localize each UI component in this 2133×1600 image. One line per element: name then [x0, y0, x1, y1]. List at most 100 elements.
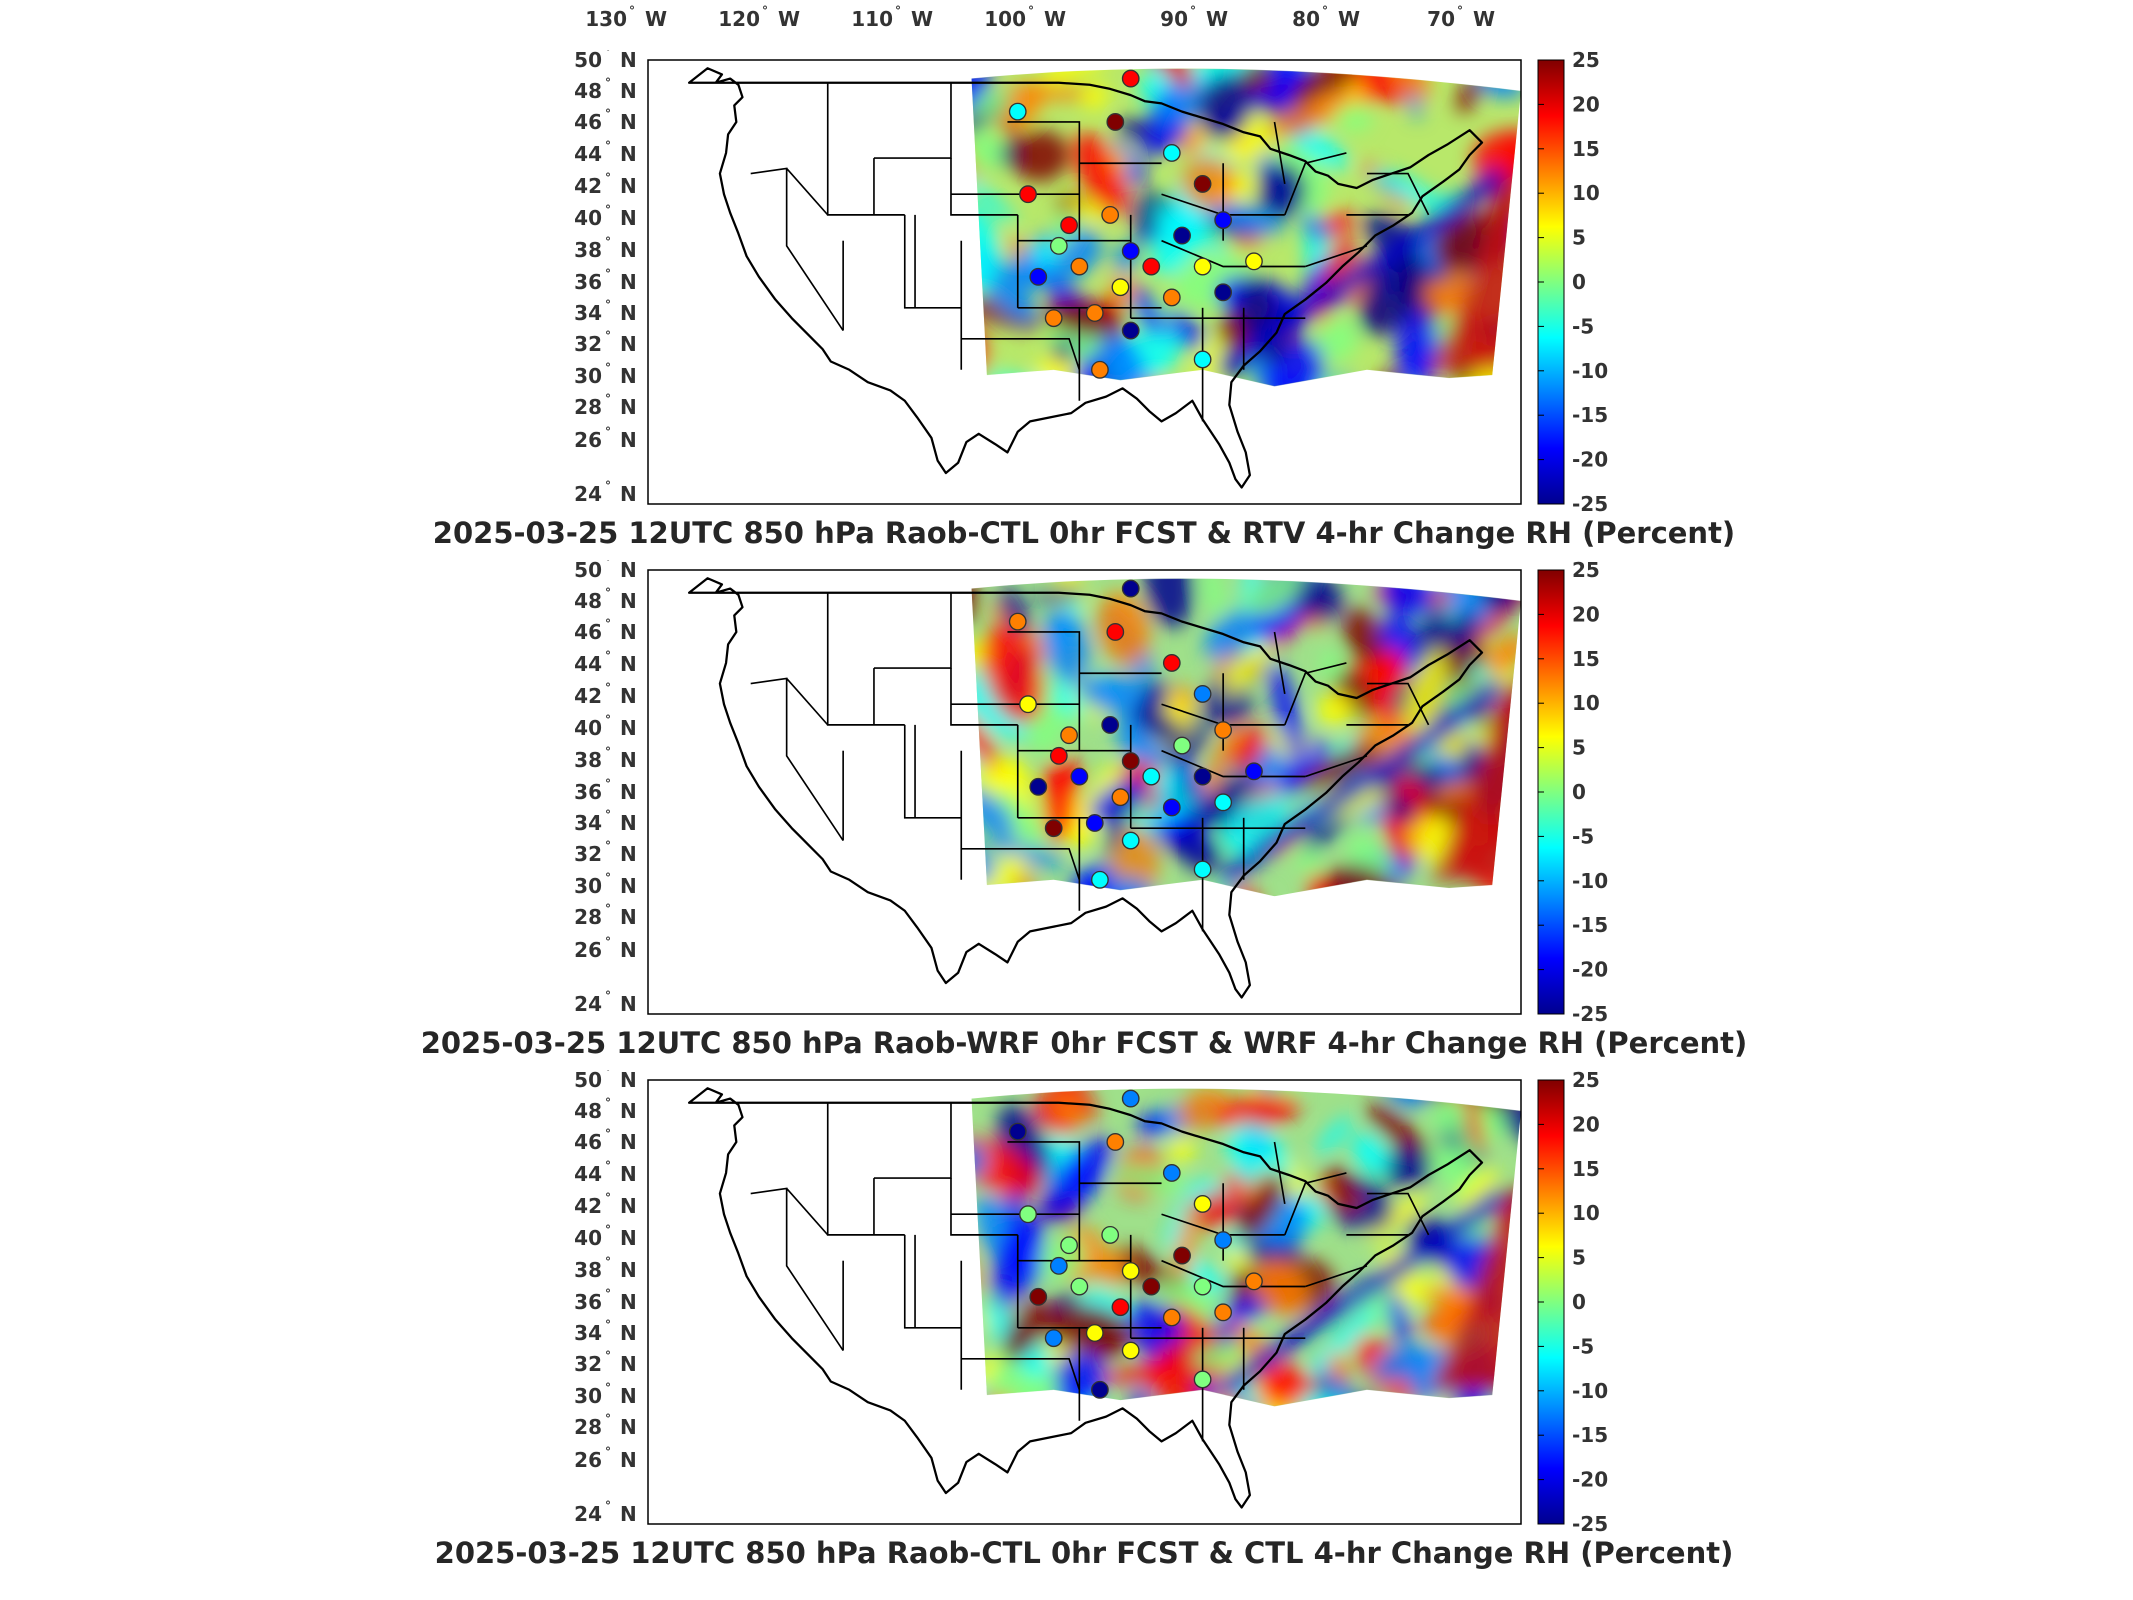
svg-text:34: 34 — [574, 811, 602, 835]
svg-text:°: ° — [1190, 4, 1196, 18]
raob-station-marker — [1162, 143, 1181, 162]
raob-station-marker — [1121, 242, 1140, 260]
map-panel-1: 50 ° N 48 ° N 46 ° N 44 ° N 42 ° N 40 ° N 38 ° N 36 ° N 34 ° N 32 ° N… — [0, 50, 2133, 560]
svg-text:130: 130 — [585, 7, 627, 31]
svg-text:N: N — [620, 364, 637, 388]
raob-station-marker — [1085, 1324, 1104, 1342]
raob-station-marker — [1121, 1341, 1140, 1360]
svg-text:46: 46 — [574, 620, 602, 644]
raob-station-marker — [1173, 1246, 1191, 1265]
raob-station-marker — [1193, 174, 1212, 193]
svg-text:N: N — [620, 684, 637, 708]
lat-label: 36 ° N — [574, 267, 637, 294]
raob-station-marker — [1044, 819, 1063, 838]
svg-text:°: ° — [605, 361, 611, 375]
svg-text:°: ° — [605, 1096, 611, 1110]
svg-text:°: ° — [605, 50, 611, 59]
svg-text:30: 30 — [574, 1384, 602, 1408]
lon-label-120: 120 ° W — [718, 4, 800, 31]
colorbar-tick-label: -25 — [1572, 1002, 1608, 1026]
colorbar-tick-label: 15 — [1572, 647, 1600, 671]
svg-text:W: W — [911, 7, 933, 31]
raob-station-marker — [1193, 1277, 1212, 1296]
svg-text:°: ° — [605, 329, 611, 343]
svg-text:48: 48 — [574, 79, 602, 103]
svg-text:N: N — [620, 110, 637, 134]
colorbar-tick-label: 0 — [1572, 270, 1586, 294]
svg-text:N: N — [620, 174, 637, 198]
svg-text:26: 26 — [574, 1448, 602, 1472]
svg-text:26: 26 — [574, 428, 602, 452]
svg-text:°: ° — [605, 871, 611, 885]
svg-text:50: 50 — [574, 1070, 602, 1092]
svg-text:°: ° — [605, 745, 611, 759]
raob-station-marker — [1106, 1133, 1125, 1151]
lon-label-70: 70 ° W — [1427, 4, 1495, 31]
svg-text:44: 44 — [574, 142, 602, 166]
lon-label-110: 110 ° W — [851, 4, 933, 31]
svg-text:N: N — [620, 938, 637, 962]
svg-text:N: N — [620, 1384, 637, 1408]
lon-label-130: 130 ° W — [585, 4, 667, 31]
raob-station-marker — [1085, 814, 1104, 832]
svg-text:°: ° — [1028, 4, 1034, 18]
colorbar-tick-label: 0 — [1572, 780, 1586, 804]
colorbar-tick-label: -15 — [1572, 1423, 1608, 1447]
svg-text:°: ° — [605, 171, 611, 185]
raob-station-marker — [1060, 216, 1078, 235]
colorbar-tick-label: -20 — [1572, 448, 1608, 472]
panel-title: 2025-03-25 12UTC 850 hPa Raob-CTL 0hr FC… — [435, 1536, 1734, 1570]
svg-text:26: 26 — [574, 938, 602, 962]
raob-station-marker — [1101, 715, 1120, 734]
svg-text:N: N — [620, 206, 637, 230]
lat-label: 42 ° N — [574, 171, 637, 198]
svg-text:°: ° — [1457, 4, 1463, 18]
colorbar-tick-label: -5 — [1572, 824, 1594, 848]
svg-text:°: ° — [605, 808, 611, 822]
lat-label: 40 ° N — [574, 1223, 637, 1250]
lat-label: 34 ° N — [574, 298, 637, 325]
svg-text:N: N — [620, 270, 637, 294]
svg-text:34: 34 — [574, 301, 602, 325]
colorbar: 25 20 15 10 5 0 -5 -10 -15 -20 -25 — [1537, 560, 1608, 1026]
svg-text:36: 36 — [574, 780, 602, 804]
svg-text:N: N — [620, 301, 637, 325]
colorbar-tick-label: -25 — [1572, 1512, 1608, 1536]
svg-text:N: N — [620, 50, 637, 72]
svg-text:30: 30 — [574, 874, 602, 898]
lat-label: 34 ° N — [574, 808, 637, 835]
svg-text:°: ° — [605, 1349, 611, 1363]
svg-text:°: ° — [605, 1412, 611, 1426]
svg-text:38: 38 — [574, 748, 602, 772]
lat-label: 44 ° N — [574, 649, 637, 676]
raob-station-marker — [1121, 321, 1140, 340]
raob-station-marker — [1091, 360, 1109, 379]
svg-text:N: N — [620, 142, 637, 166]
raob-station-marker — [1019, 185, 1037, 204]
svg-text:28: 28 — [574, 1415, 602, 1439]
latitude-axis: 50 ° N48 ° N46 ° N44 ° N42 ° N40 ° N38 ° N36 ° N34 ° N32 ° N… — [574, 1070, 637, 1526]
svg-text:°: ° — [605, 1318, 611, 1332]
lat-label: 50 ° N — [574, 560, 637, 582]
svg-text:90: 90 — [1160, 7, 1188, 31]
svg-text:N: N — [620, 620, 637, 644]
coastline — [687, 1087, 1484, 1509]
lat-label: 26 ° N — [574, 935, 637, 962]
colorbar-tick-label: -20 — [1572, 1468, 1608, 1492]
svg-text:42: 42 — [574, 174, 602, 198]
raob-station-marker — [1008, 1122, 1027, 1141]
colorbar-tick-label: 10 — [1572, 181, 1600, 205]
lat-label: 46 ° N — [574, 617, 637, 644]
svg-text:110: 110 — [851, 7, 893, 31]
svg-text:40: 40 — [574, 206, 602, 230]
raob-station-marker — [1173, 736, 1191, 755]
raob-station-marker — [1111, 278, 1130, 297]
raob-station-marker — [1214, 1303, 1233, 1322]
svg-text:°: ° — [605, 392, 611, 406]
svg-text:W: W — [778, 7, 800, 31]
raob-stations — [1008, 1089, 1263, 1399]
raob-stations — [1008, 69, 1263, 379]
svg-text:°: ° — [605, 267, 611, 281]
colorbar-tick-label: 15 — [1572, 1157, 1600, 1181]
